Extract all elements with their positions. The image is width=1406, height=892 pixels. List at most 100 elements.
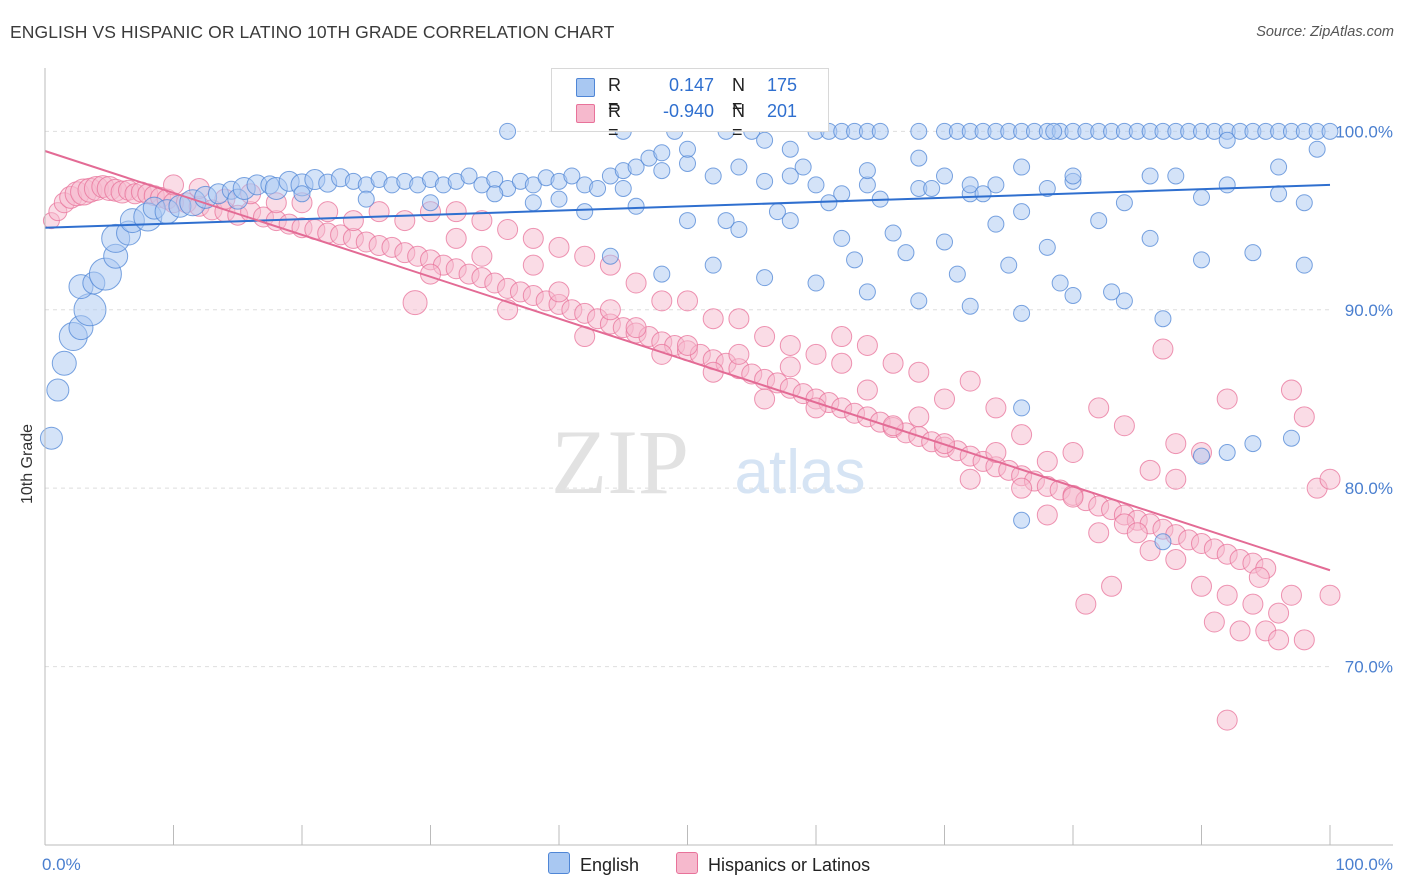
hispanic-point xyxy=(754,326,776,348)
english-point xyxy=(987,176,1005,194)
english-point xyxy=(679,140,696,158)
english-point xyxy=(961,297,979,315)
english-point xyxy=(1115,194,1133,212)
hispanic-point xyxy=(754,388,776,410)
english-point xyxy=(961,176,979,194)
english-point xyxy=(858,162,876,180)
legend-swatch-hispanic xyxy=(576,104,595,123)
axes xyxy=(44,68,1393,846)
hispanic-point xyxy=(1036,450,1058,472)
english-point xyxy=(794,158,812,176)
hispanic-point xyxy=(934,388,955,410)
english-point xyxy=(781,212,799,230)
hispanic-point xyxy=(1088,522,1110,544)
english-point xyxy=(1064,167,1082,185)
english-point xyxy=(614,179,632,197)
english-point xyxy=(781,140,799,158)
legend-swatch-english xyxy=(576,78,595,97)
hispanic-point xyxy=(805,397,827,419)
hispanic-point xyxy=(445,227,467,249)
english-point xyxy=(293,185,311,203)
hispanic-point xyxy=(599,299,621,321)
hispanic-point xyxy=(497,218,519,240)
series-swatch-english xyxy=(548,852,570,874)
hispanic-point xyxy=(342,210,364,232)
english-point xyxy=(1013,304,1031,322)
english-point xyxy=(756,172,774,190)
english-point xyxy=(422,194,439,212)
hispanic-point xyxy=(677,290,698,312)
english-point xyxy=(897,244,915,262)
english-point xyxy=(1115,292,1133,310)
english-point xyxy=(51,350,77,376)
legend-n-value-english: 175 xyxy=(767,75,798,95)
english-point xyxy=(627,197,645,215)
english-point xyxy=(1013,511,1031,529)
english-point xyxy=(923,179,941,197)
hispanic-point xyxy=(1293,406,1315,428)
hispanic-point xyxy=(1229,620,1251,642)
series-legend-english[interactable]: English xyxy=(548,852,639,876)
legend-n-label: N = xyxy=(732,101,745,142)
hispanic-point xyxy=(1268,602,1290,624)
english-point xyxy=(1038,238,1056,256)
y-axis-label: 10th Grade xyxy=(19,423,36,505)
english-point xyxy=(1218,444,1236,461)
english-point xyxy=(884,224,902,242)
english-point xyxy=(1218,131,1236,149)
english-point xyxy=(936,233,953,251)
english-point xyxy=(910,122,928,140)
series-legend-hispanic[interactable]: Hispanics or Latinos xyxy=(676,852,870,876)
legend-n-label: N = xyxy=(732,75,745,116)
hispanic-point xyxy=(1088,397,1110,419)
hispanic-point xyxy=(497,299,519,321)
hispanic-point xyxy=(959,468,981,490)
english-point xyxy=(486,185,504,203)
hispanic-point xyxy=(1191,575,1212,597)
hispanic-point xyxy=(445,201,467,223)
hispanic-point xyxy=(317,201,339,223)
series-swatch-hispanic xyxy=(676,852,698,874)
english-point xyxy=(1013,158,1031,176)
hispanic-point xyxy=(574,245,596,267)
x-tick-label-max: 100.0% xyxy=(1335,855,1393,874)
hispanic-point xyxy=(651,290,673,312)
english-point xyxy=(756,269,774,287)
hispanic-point xyxy=(831,352,853,374)
hispanic-point xyxy=(831,326,853,348)
english-point xyxy=(730,158,748,176)
english-point xyxy=(1308,140,1326,158)
english-point xyxy=(807,176,825,194)
hispanic-point xyxy=(548,236,570,258)
hispanic-point xyxy=(1319,468,1341,490)
series-label-english: English xyxy=(580,855,640,875)
hispanic-point xyxy=(402,290,428,316)
english-point xyxy=(679,154,696,172)
hispanic-point xyxy=(1319,584,1341,606)
watermark-zip: ZIP xyxy=(551,411,689,513)
hispanic-point xyxy=(1165,549,1187,571)
y-tick-label: 80.0% xyxy=(1345,479,1393,498)
watermark-atlas: atlas xyxy=(735,438,866,507)
tick-labels: 100.0% 90.0% 80.0% 70.0% 0.0% 100.0% xyxy=(42,122,1393,874)
hispanic-point xyxy=(1139,459,1161,481)
legend-r-label: R = xyxy=(608,75,621,116)
english-point xyxy=(460,167,478,185)
x-tick-label-min: 0.0% xyxy=(42,855,81,874)
english-point xyxy=(704,167,722,185)
hispanic-point xyxy=(677,334,698,356)
hispanic-point xyxy=(1113,415,1135,437)
english-point xyxy=(1295,256,1313,274)
english-point xyxy=(833,229,851,247)
hispanic-point xyxy=(1280,379,1302,401)
english-point xyxy=(781,167,799,185)
hispanic-point xyxy=(1293,629,1315,651)
hispanic-trend-line xyxy=(44,150,1331,572)
english-point xyxy=(1193,251,1210,269)
english-point xyxy=(730,220,748,238)
watermark: ZIP atlas xyxy=(551,411,865,513)
hispanic-point xyxy=(394,210,416,232)
english-point xyxy=(1244,435,1262,453)
english-point xyxy=(550,190,568,208)
